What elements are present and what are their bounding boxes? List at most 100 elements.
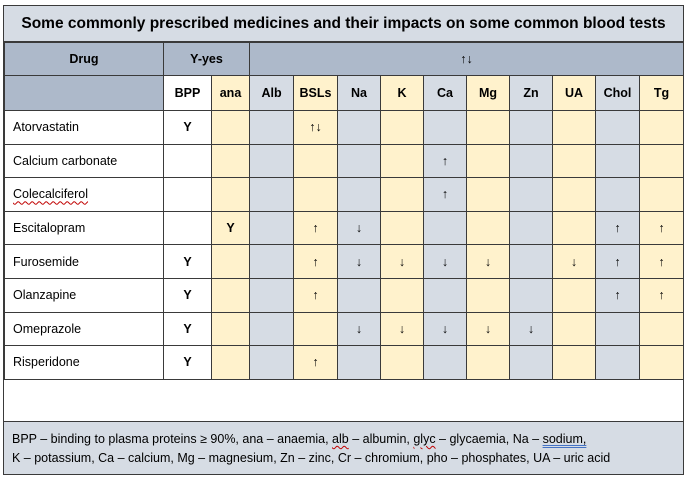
table-title: Some commonly prescribed medicines and t…	[4, 6, 683, 42]
column-header-ua: UA	[552, 75, 597, 111]
cell-ca: ↓	[423, 244, 468, 279]
legend-abbrev-alb: alb	[332, 432, 349, 446]
cell-bsls	[293, 177, 339, 212]
cell-zn	[509, 244, 554, 279]
drug-name: Omeprazole	[4, 311, 164, 347]
cell-ana: Y	[210, 210, 251, 246]
cell-ana	[210, 277, 251, 313]
table-row: Atorvastatin Y ↑↓	[4, 110, 685, 145]
cell-k	[380, 177, 425, 212]
cell-bpp: Y	[163, 345, 212, 380]
medicine-table-frame: Some commonly prescribed medicines and t…	[3, 5, 685, 475]
cell-bpp	[163, 177, 212, 212]
column-header-na: Na	[337, 75, 382, 111]
cell-mg	[466, 277, 511, 313]
cell-na: ↓	[337, 210, 382, 246]
cell-alb	[249, 311, 295, 347]
cell-ana	[210, 143, 251, 179]
table-row: Risperidone Y ↑	[4, 345, 685, 380]
cell-ca: ↑	[423, 177, 468, 212]
cell-alb	[249, 277, 295, 313]
table-row: Colecalciferol ↑	[4, 177, 685, 212]
cell-ua	[552, 277, 597, 313]
drug-name-text: Colecalciferol	[13, 187, 89, 202]
legend-text: – glycaemia, Na –	[435, 432, 543, 446]
cell-chol: ↑	[595, 244, 641, 279]
drug-name: Colecalciferol	[4, 177, 164, 212]
drug-column-header: Drug	[4, 42, 164, 76]
cell-ana	[210, 345, 251, 380]
cell-chol	[595, 345, 641, 380]
column-header-bpp: BPP	[163, 75, 212, 111]
legend-text: BPP – binding to plasma proteins ≥ 90%, …	[12, 432, 333, 446]
cell-na	[337, 177, 382, 212]
cell-ua	[552, 311, 597, 347]
cell-chol	[595, 311, 641, 347]
cell-bpp: Y	[163, 244, 212, 279]
cell-k: ↓	[380, 311, 425, 347]
cell-mg: ↓	[466, 311, 511, 347]
table-row: Omeprazole Y ↓ ↓ ↓ ↓ ↓	[4, 311, 685, 347]
cell-zn: ↓	[509, 311, 554, 347]
legend-footnote: BPP – binding to plasma proteins ≥ 90%, …	[4, 422, 683, 474]
cell-ca	[423, 110, 468, 145]
column-header-tg: Tg	[639, 75, 685, 111]
cell-na	[337, 143, 382, 179]
legend-line-1: BPP – binding to plasma proteins ≥ 90%, …	[12, 430, 675, 449]
cell-zn	[509, 177, 554, 212]
cell-ua	[552, 143, 597, 179]
cell-mg	[466, 345, 511, 380]
cell-ana	[210, 244, 251, 279]
cell-bsls: ↑	[293, 277, 339, 313]
cell-ua	[552, 110, 597, 145]
table-row: Escitalopram Y ↑ ↓ ↑ ↑	[4, 210, 685, 246]
table-row: Olanzapine Y ↑ ↑ ↑	[4, 277, 685, 313]
cell-ca	[423, 277, 468, 313]
cell-zn	[509, 210, 554, 246]
drug-header-blank	[4, 75, 164, 111]
cell-bpp	[163, 210, 212, 246]
cell-ca	[423, 345, 468, 380]
cell-alb	[249, 244, 295, 279]
cell-mg: ↓	[466, 244, 511, 279]
cell-chol: ↑	[595, 277, 641, 313]
cell-alb	[249, 345, 295, 380]
legend-line-2: K – potassium, Ca – calcium, Mg – magnes…	[12, 451, 611, 465]
cell-na	[337, 110, 382, 145]
cell-ua	[552, 210, 597, 246]
drug-name: Atorvastatin	[4, 110, 164, 145]
cell-zn	[509, 345, 554, 380]
cell-na	[337, 345, 382, 380]
cell-ana	[210, 311, 251, 347]
table-row: Furosemide Y ↑ ↓ ↓ ↓ ↓ ↓ ↑ ↑	[4, 244, 685, 279]
drug-name: Risperidone	[4, 345, 164, 380]
cell-k	[380, 210, 425, 246]
column-header-k: K	[380, 75, 425, 111]
table-row: Calcium carbonate ↑	[4, 143, 685, 179]
cell-k	[380, 277, 425, 313]
cell-tg	[639, 177, 685, 212]
cell-tg: ↑	[639, 277, 685, 313]
legend-text: – albumin,	[348, 432, 414, 446]
cell-bpp: Y	[163, 277, 212, 313]
cell-alb	[249, 143, 295, 179]
cell-ua	[552, 345, 597, 380]
cell-bpp: Y	[163, 110, 212, 145]
drug-name: Calcium carbonate	[4, 143, 164, 179]
cell-bsls: ↑	[293, 210, 339, 246]
cell-ca: ↑	[423, 143, 468, 179]
cell-na	[337, 277, 382, 313]
cell-alb	[249, 177, 295, 212]
cell-mg	[466, 177, 511, 212]
column-header-row: BPP ana Alb BSLs Na K Ca Mg Zn UA Chol Tg	[4, 75, 685, 111]
cell-ca	[423, 210, 468, 246]
cell-mg	[466, 210, 511, 246]
cell-bsls	[293, 143, 339, 179]
column-header-alb: Alb	[249, 75, 295, 111]
column-header-chol: Chol	[595, 75, 641, 111]
column-header-ca: Ca	[423, 75, 468, 111]
cell-ua: ↓	[552, 244, 597, 279]
arrows-key-header: ↑↓	[249, 42, 685, 76]
cell-bsls: ↑	[293, 345, 339, 380]
cell-alb	[249, 210, 295, 246]
